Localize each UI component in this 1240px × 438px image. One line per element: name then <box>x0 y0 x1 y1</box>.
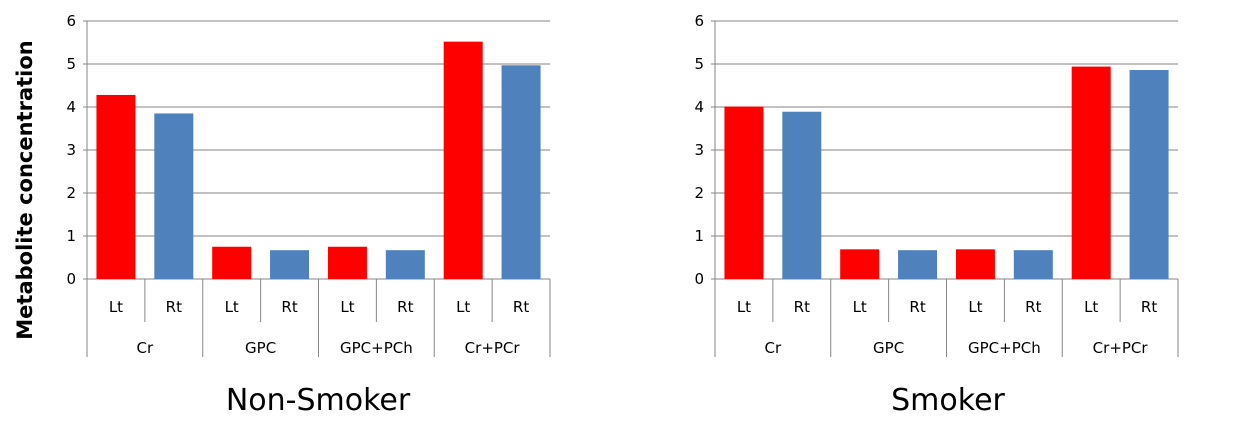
y-axis-label: Metabolite concentration <box>13 40 37 339</box>
x-subcategory-label: Lt <box>737 298 751 316</box>
x-group-label: GPC <box>873 339 904 357</box>
x-subcategory-label: Rt <box>1141 298 1157 316</box>
x-subcategory-label: Rt <box>794 298 810 316</box>
x-subcategory-label: Lt <box>225 298 239 316</box>
x-group-label: GPC <box>245 339 276 357</box>
y-tick-label: 1 <box>694 227 704 245</box>
bar-cr-lt <box>96 94 136 280</box>
y-tick-label: 2 <box>66 184 76 202</box>
x-subcategory-label: Rt <box>909 298 925 316</box>
y-tick-label: 1 <box>66 227 76 245</box>
non-smoker-chart: 0 1 2 3 4 5 6 Lt Rt Lt Rt Lt Rt Lt Rt Cr GPC GPC+PCh Cr+PC… <box>66 12 551 418</box>
x-subcategory-label: Lt <box>1084 298 1098 316</box>
y-tick-label: 5 <box>694 55 704 73</box>
bar-gpc-lt <box>840 249 880 279</box>
x-subcategory-label: Rt <box>1025 298 1041 316</box>
y-tick-label: 5 <box>66 55 76 73</box>
bar-cr-lt <box>724 106 764 279</box>
y-tick-label: 0 <box>66 270 76 288</box>
x-group-label: GPC+PCh <box>968 339 1041 357</box>
bar-gpc-lt <box>212 246 252 279</box>
bar-gpc-pch-rt <box>1013 250 1053 279</box>
y-tick-label: 3 <box>66 141 76 159</box>
x-subcategory-label: Lt <box>853 298 867 316</box>
y-tick-label: 3 <box>694 141 704 159</box>
x-subcategory-label: Rt <box>397 298 413 316</box>
bar-gpc-pch-lt <box>955 249 995 279</box>
y-tick-label: 4 <box>66 98 76 116</box>
y-tick-label: 6 <box>694 12 704 30</box>
x-subcategory-label: Lt <box>456 298 470 316</box>
x-subcategory-label: Rt <box>166 298 182 316</box>
x-subcategory-label: Lt <box>968 298 982 316</box>
y-tick-label: 6 <box>66 12 76 30</box>
bar-cr-rt <box>154 113 194 279</box>
chart-title: Smoker <box>891 383 1005 418</box>
y-tick-label: 0 <box>694 270 704 288</box>
smoker-chart: 0 1 2 3 4 5 6 Lt Rt Lt Rt Lt Rt Lt Rt Cr GPC GPC+PCh Cr+PC… <box>694 12 1179 418</box>
x-subcategory-label: Lt <box>109 298 123 316</box>
bar-cr-rt <box>782 111 822 279</box>
bar-cr-pcr-lt <box>1071 66 1111 279</box>
x-group-label: Cr+PCr <box>1093 339 1149 357</box>
x-group-label: Cr <box>765 339 782 357</box>
bar-cr-pcr-lt <box>443 41 483 279</box>
x-subcategory-label: Rt <box>513 298 529 316</box>
bar-cr-pcr-rt <box>501 65 541 279</box>
chart-title: Non-Smoker <box>226 383 411 418</box>
x-group-label: Cr <box>137 339 154 357</box>
bar-gpc-rt <box>270 250 310 279</box>
y-tick-label: 4 <box>694 98 704 116</box>
x-subcategory-label: Rt <box>281 298 297 316</box>
bar-gpc-pch-rt <box>385 250 425 279</box>
bar-gpc-pch-lt <box>327 246 367 279</box>
bar-gpc-rt <box>898 250 938 279</box>
x-group-label: GPC+PCh <box>340 339 413 357</box>
x-group-label: Cr+PCr <box>465 339 521 357</box>
y-tick-label: 2 <box>694 184 704 202</box>
x-subcategory-label: Lt <box>340 298 354 316</box>
bar-cr-pcr-rt <box>1129 70 1169 280</box>
